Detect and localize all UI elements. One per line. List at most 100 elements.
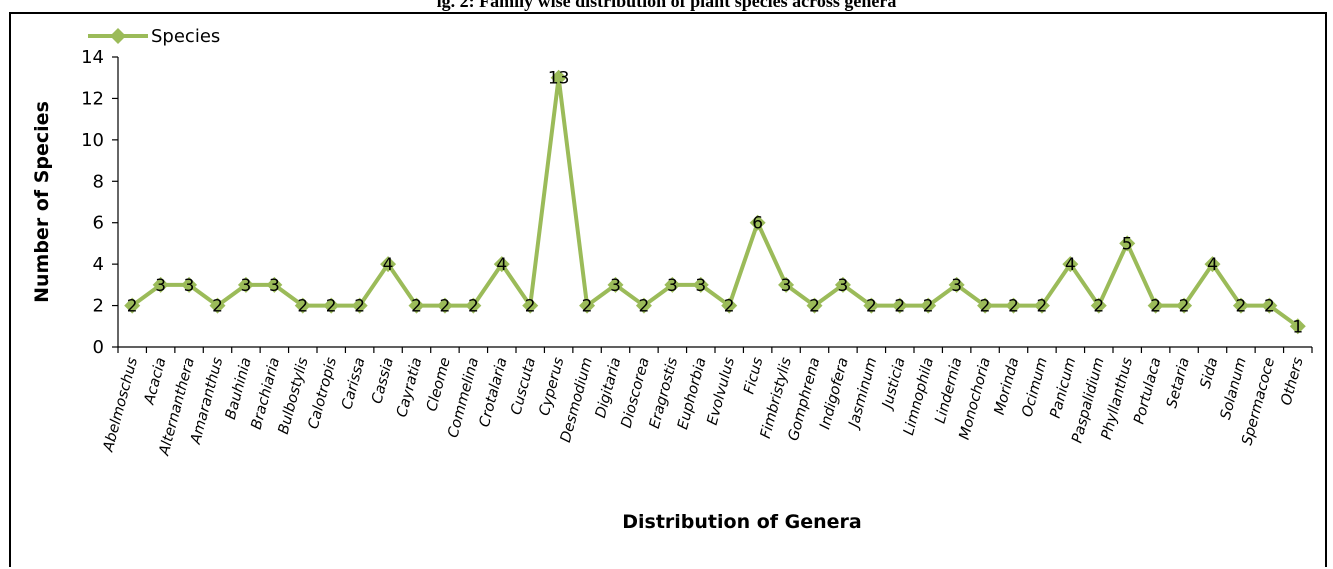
data-label: 2 xyxy=(297,297,308,317)
data-label: 3 xyxy=(838,276,849,296)
legend-label: Species xyxy=(151,26,220,47)
x-tick-label: Bauhinia xyxy=(223,356,255,421)
data-point-marker xyxy=(550,69,567,86)
data-point-marker xyxy=(1289,318,1306,335)
data-point-marker xyxy=(152,276,169,293)
data-label: 2 xyxy=(639,297,650,317)
data-point-marker xyxy=(692,276,709,293)
data-label: 5 xyxy=(1122,234,1133,254)
data-label: 3 xyxy=(951,276,962,296)
y-tick-label: 4 xyxy=(93,254,104,275)
data-label: 2 xyxy=(354,297,365,317)
series-line xyxy=(131,75,1299,328)
data-point-marker xyxy=(380,256,397,273)
data-label: 13 xyxy=(548,69,570,89)
x-tick-label: Digitaria xyxy=(593,356,624,420)
x-axis-title: Distribution of Genera xyxy=(622,511,862,533)
x-tick-label: Solanum xyxy=(1218,356,1250,421)
legend-marker-icon xyxy=(110,28,126,44)
data-point-marker xyxy=(1119,235,1136,252)
data-point-marker xyxy=(806,297,823,314)
data-label: 2 xyxy=(1150,297,1161,317)
data-point-marker xyxy=(294,297,311,314)
data-label: 2 xyxy=(724,297,735,317)
x-tick-label: Eragrostis xyxy=(647,355,681,430)
y-tick-label: 6 xyxy=(93,213,104,234)
x-tick-label: Acacia xyxy=(141,356,169,407)
data-label: 3 xyxy=(155,276,166,296)
x-tick-label: Cyperus xyxy=(537,355,568,417)
data-point-marker xyxy=(721,297,738,314)
data-label: 3 xyxy=(269,276,280,296)
data-label: 4 xyxy=(383,255,394,275)
x-tick-label: Cassia xyxy=(369,356,397,406)
data-label: 2 xyxy=(582,297,593,317)
data-point-marker xyxy=(323,297,340,314)
data-point-marker xyxy=(891,297,908,314)
data-point-marker xyxy=(522,297,539,314)
data-point-marker xyxy=(1204,256,1221,273)
x-tick-label: Panicum xyxy=(1048,356,1080,420)
data-label: 2 xyxy=(1179,297,1190,317)
x-tick-label: Cayratia xyxy=(394,356,425,419)
data-point-marker xyxy=(1005,297,1022,314)
x-axis: Abelmoschus AcaciaAlternantheraAmaranthus… xyxy=(100,346,1313,458)
data-label: 2 xyxy=(440,297,451,317)
data-point-marker xyxy=(749,214,766,231)
data-point-marker xyxy=(493,256,510,273)
data-label: 2 xyxy=(866,297,877,317)
legend: Species xyxy=(88,26,220,47)
x-tick-label: Jasminum xyxy=(846,356,881,432)
data-label: 2 xyxy=(1236,297,1247,317)
data-label: 3 xyxy=(610,276,621,296)
y-tick-label: 14 xyxy=(81,47,104,68)
data-label: 3 xyxy=(695,276,706,296)
data-point-marker xyxy=(863,297,880,314)
data-point-marker xyxy=(1261,297,1278,314)
data-label: 2 xyxy=(127,297,138,317)
data-label: 2 xyxy=(923,297,934,317)
x-tick-label: Evolvulus xyxy=(705,355,738,426)
data-label: 3 xyxy=(667,276,678,296)
data-label: 4 xyxy=(496,255,507,275)
x-tick-label: Dioscorea xyxy=(619,356,653,430)
data-point-marker xyxy=(1176,297,1193,314)
figure-caption: ig. 2: Family wise distribution of plant… xyxy=(436,0,897,11)
series-species xyxy=(124,69,1306,335)
chart-frame xyxy=(9,12,1327,567)
data-point-marker xyxy=(664,276,681,293)
data-label: 2 xyxy=(1093,297,1104,317)
data-point-marker xyxy=(977,297,994,314)
data-point-marker xyxy=(1147,297,1164,314)
y-tick-label: 10 xyxy=(81,130,104,151)
y-tick-label: 0 xyxy=(93,337,104,358)
x-tick-label: Calotropis xyxy=(306,355,341,430)
data-label: 2 xyxy=(1264,297,1275,317)
data-label: 2 xyxy=(1008,297,1019,317)
y-tick-label: 2 xyxy=(93,296,104,317)
x-tick-label: Lindernia xyxy=(933,356,966,425)
data-point-marker xyxy=(266,276,283,293)
x-tick-label: Justicia xyxy=(879,356,909,413)
data-point-marker xyxy=(465,297,482,314)
data-label: 2 xyxy=(212,297,223,317)
data-point-marker xyxy=(436,297,453,314)
x-tick-label: Portulaca xyxy=(1131,356,1164,426)
data-point-marker xyxy=(124,297,141,314)
x-tick-label: Abelmoschus xyxy=(100,355,141,454)
data-label: 2 xyxy=(411,297,422,317)
data-point-marker xyxy=(579,297,596,314)
data-label: 4 xyxy=(1065,255,1076,275)
data-label: 3 xyxy=(184,276,195,296)
x-tick-label: Crotalaria xyxy=(477,356,511,429)
data-point-marker xyxy=(351,297,368,314)
x-tick-label: Ocimum xyxy=(1020,356,1051,419)
data-point-marker xyxy=(181,276,198,293)
data-point-marker xyxy=(1232,297,1249,314)
data-label: 1 xyxy=(1292,317,1303,337)
x-tick-label: Sida xyxy=(1198,356,1222,390)
data-point-marker xyxy=(237,276,254,293)
data-point-marker xyxy=(408,297,425,314)
